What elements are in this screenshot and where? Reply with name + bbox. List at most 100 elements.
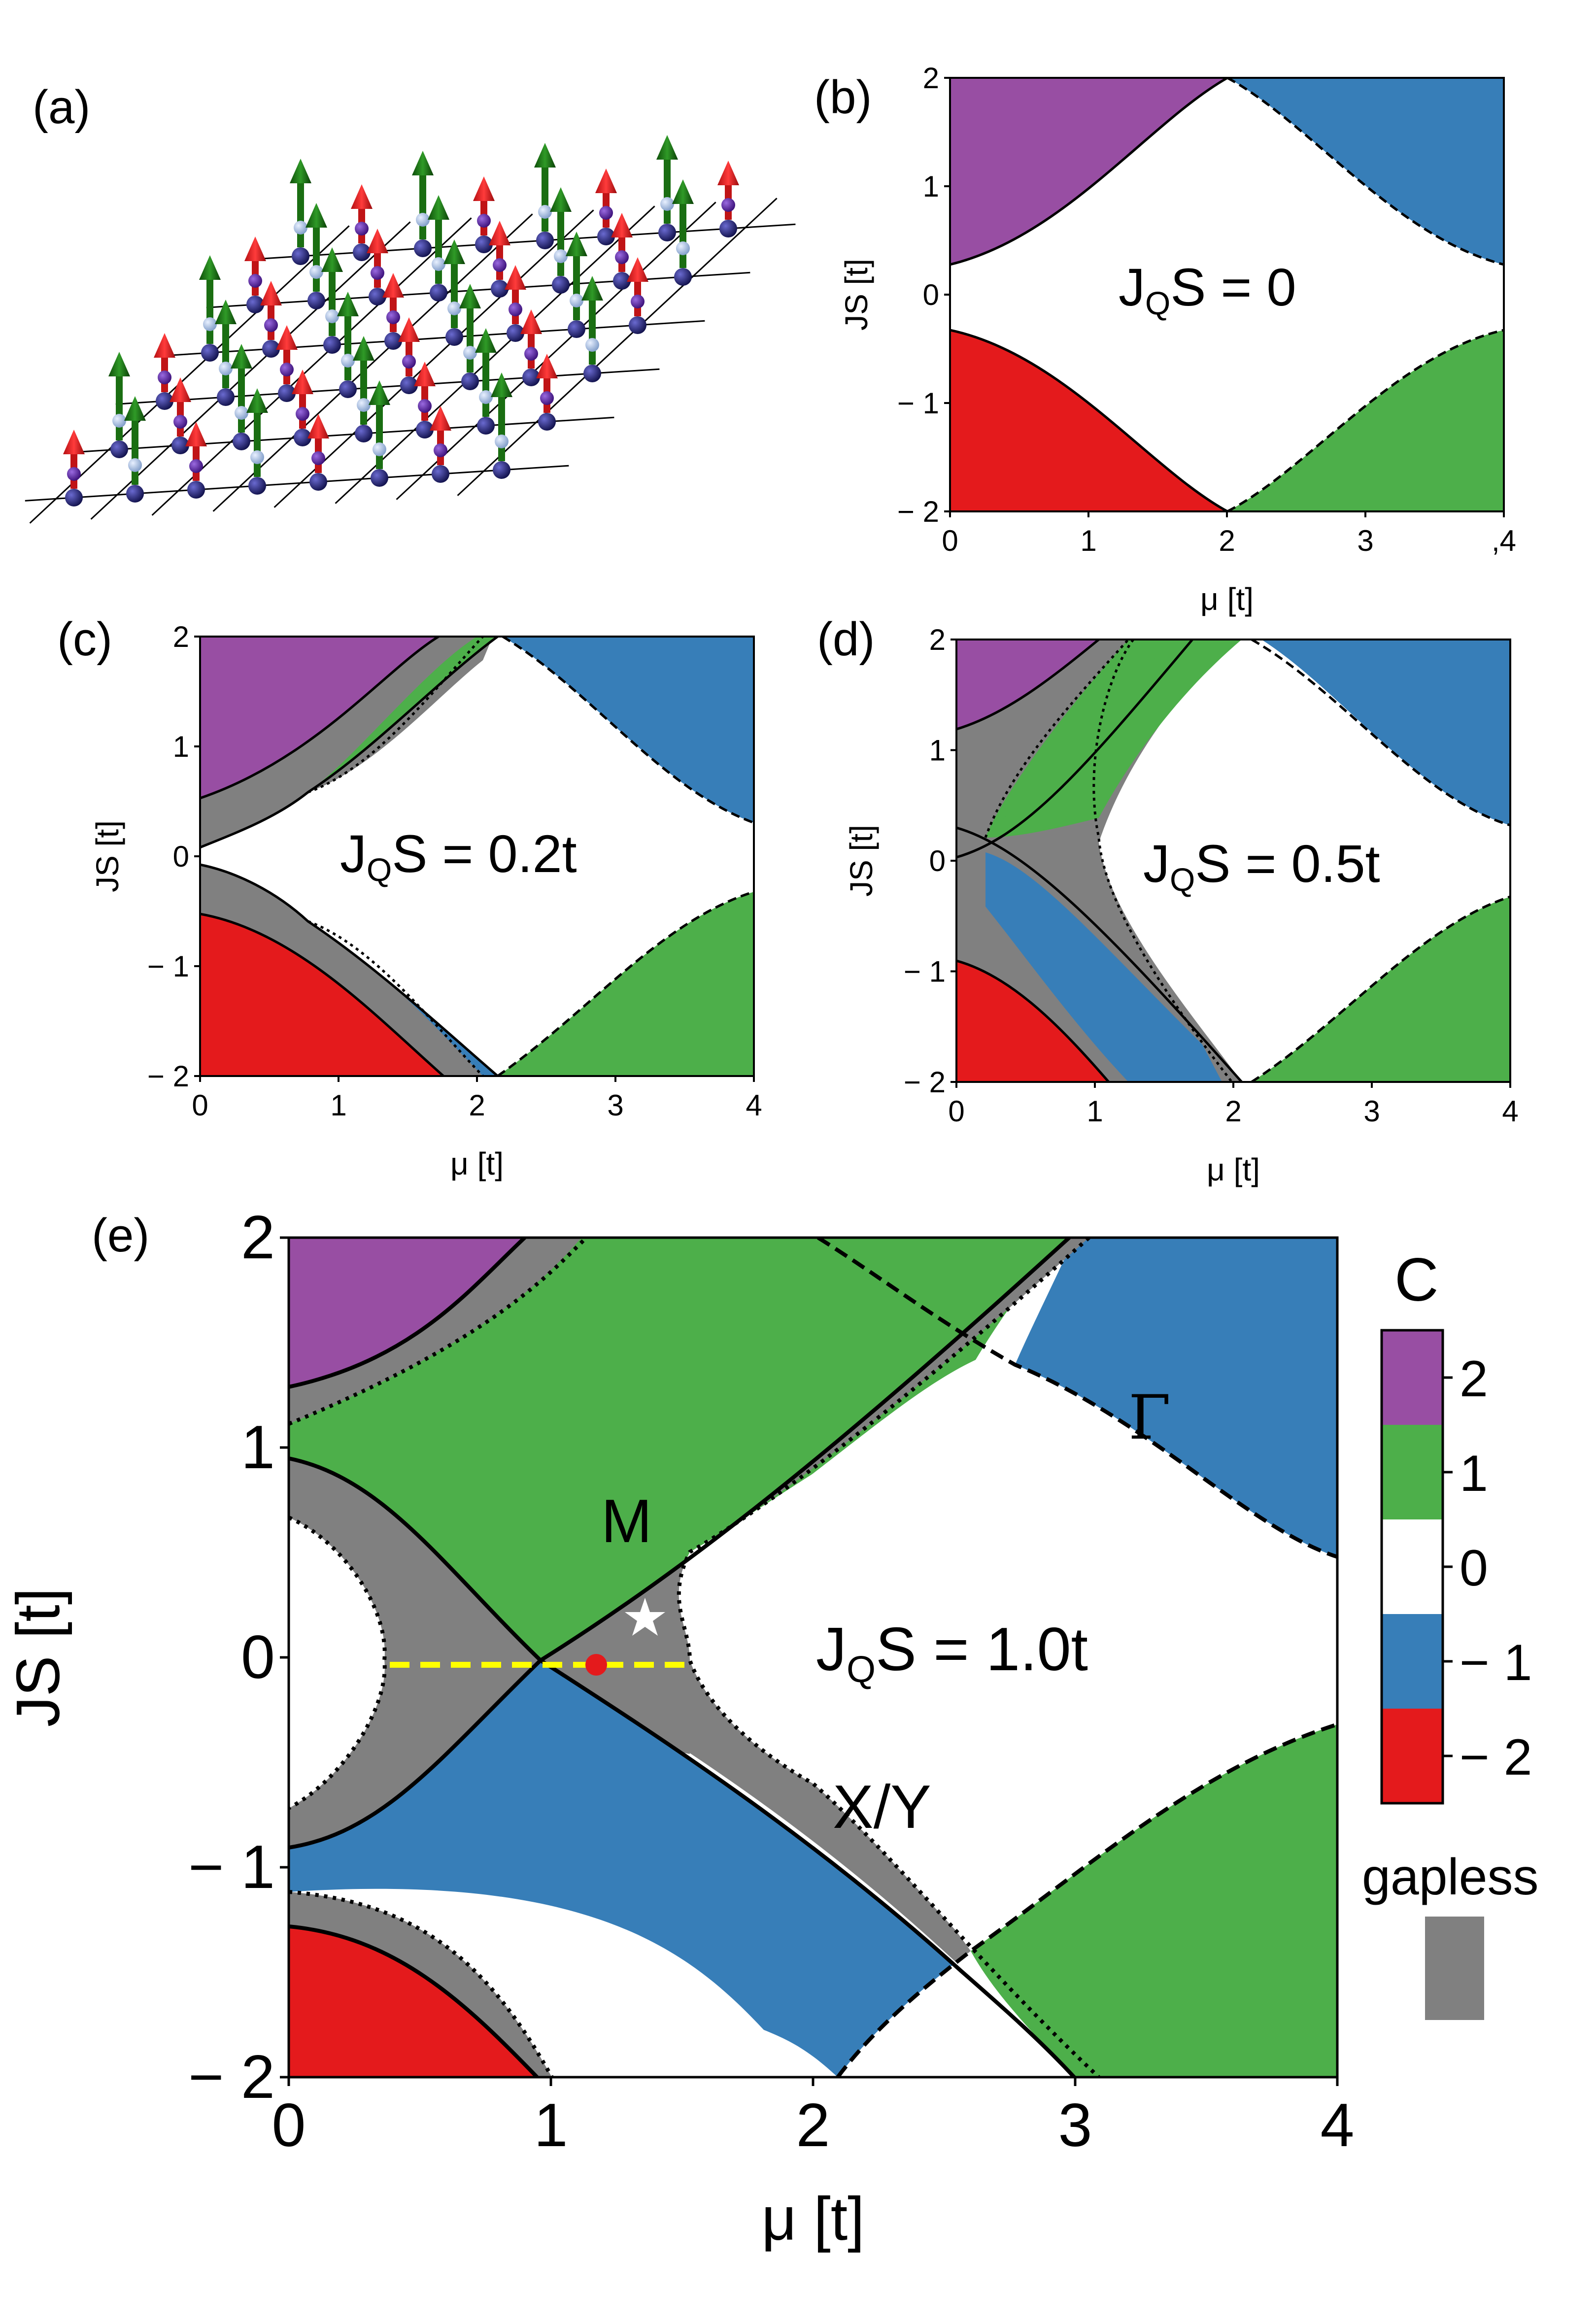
lattice-col-line [457,198,778,496]
colorbar-swatch-minus2 [1382,1709,1443,1803]
ytick-label-b-0: 2 [923,62,939,95]
colorbar-swatch-1 [1382,1425,1443,1519]
annotation-e: JQS = 1.0t [816,1616,1088,1690]
xtick-label-d-4: 4 [1502,1095,1518,1128]
xtick-label-c-3: 3 [607,1089,623,1122]
colorbar: C 2 1 0 − 1 − 2 gapless [1362,1246,1538,2020]
ytick-label-c-0: 2 [173,620,189,653]
ytick-label-e-3: − 1 [188,1833,275,1901]
lattice-col-line [29,225,350,524]
atom-purple [631,295,645,308]
atom-purple [67,467,81,481]
annotation-b: JQS = 0 [1119,257,1296,321]
atom-purple [371,266,384,280]
colorbar-tick-label-0: 2 [1460,1350,1488,1408]
lattice-col-line [396,202,716,500]
xtick-label-c-1: 1 [330,1089,346,1122]
xtick-label-b-4: ,4 [1492,524,1516,557]
lattice-row-line [251,223,796,260]
atom-base [445,328,463,346]
lattice-row-line [25,465,569,502]
atom-purple [280,363,294,376]
panel-d-phase-diagram [955,639,1511,1083]
atom-light [495,435,509,448]
atom-base [307,292,325,309]
ytick-label-b-3: − 1 [897,387,939,420]
atom-light [479,390,493,404]
label-Gamma: Γ [1128,1382,1171,1453]
atom-purple [493,258,507,272]
atom-purple [721,198,735,212]
atom-light [341,354,355,368]
atom-base [65,489,83,506]
atom-light [235,406,248,420]
ytick-label-c-2: 0 [173,840,189,873]
region-chern-2 [950,78,1227,265]
atom-base [339,380,357,398]
ytick-label-c-1: 1 [173,730,189,763]
colorbar-tick-label-2: 0 [1460,1540,1488,1597]
atom-base [110,440,128,458]
xlabel-d: μ [t] [1207,1152,1260,1187]
panel-c-phase-diagram [199,636,755,1077]
ytick-label-d-1: 1 [929,734,946,767]
atom-light [538,205,552,219]
atom-base [262,340,280,358]
lattice-col-line [273,209,594,508]
white-star [625,1598,665,1636]
atom-base [371,469,388,487]
ytick-label-d-4: − 2 [904,1066,946,1099]
atom-purple [248,274,262,288]
gapless-label: gapless [1362,1849,1538,1906]
xtick-label-c-2: 2 [469,1089,485,1122]
atom-base [171,437,189,454]
xtick-label-e-4: 4 [1321,2091,1355,2159]
atom-base [430,284,447,302]
atom-purple [434,443,447,457]
xtick-label-d-1: 1 [1087,1095,1103,1128]
ytick-label-e-0: 2 [241,1204,275,1272]
atom-base [491,280,509,298]
atom-purple [540,391,554,405]
atom-base [719,220,737,237]
atom-base [323,336,341,354]
annotation-c: JQS = 0.2t [340,824,577,888]
atom-base [613,272,631,290]
atom-purple [264,318,278,332]
atom-purple [158,370,171,384]
colorbar-tick-label-3: − 1 [1460,1634,1532,1691]
panel-label-b: (b) [814,71,872,124]
colorbar-swatch-2 [1382,1330,1443,1425]
colorbar-tick-label-4: − 2 [1460,1729,1532,1786]
atom-light [570,294,583,307]
ytick-label-b-1: 1 [923,170,939,203]
atom-base [416,421,434,438]
panel-e-phase-diagram [287,1236,1339,2079]
atom-base [156,392,173,410]
panel-label-d: (d) [817,613,875,666]
annotation-d: JQS = 0.5t [1143,834,1380,898]
atom-light [585,338,599,352]
xtick-label-b-1: 1 [1080,524,1096,557]
atom-light [128,458,142,472]
xtick-label-d-2: 2 [1225,1095,1241,1128]
panel-b-phase-diagram [949,77,1505,512]
atom-light [660,197,674,211]
atom-light [325,309,339,323]
atom-light [219,362,233,375]
atom-base [552,276,570,294]
atom-light [432,257,445,271]
ytick-label-d-3: − 1 [904,955,946,988]
atom-base [400,376,418,394]
atom-base [477,417,495,435]
colorbar-swatch-minus1 [1382,1614,1443,1709]
atom-purple [418,399,432,413]
atom-light [357,398,371,412]
xtick-label-e-0: 0 [272,2091,306,2159]
atom-purple [599,206,613,220]
region-chern-minus1 [1227,78,1504,265]
ylabel-d: JS [t] [844,825,879,897]
atom-base [353,243,371,261]
atom-base [414,239,432,257]
atom-purple [296,407,309,421]
